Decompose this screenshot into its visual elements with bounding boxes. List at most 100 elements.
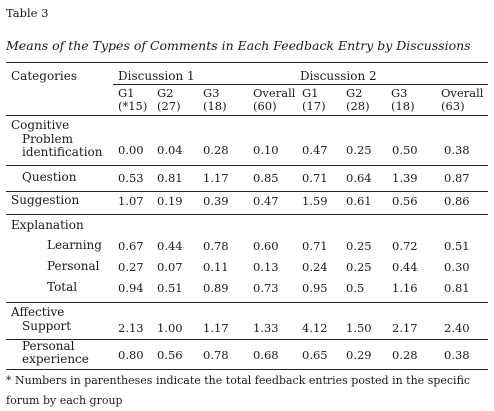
table-cell: 0.5 [346,281,365,295]
table-cell: 1.59 [302,194,328,208]
row-label: Problem identification [22,133,103,159]
header-bottom-rule [6,115,488,116]
row-label: Explanation [11,219,84,232]
table-cell: 0.04 [157,143,183,157]
table-cell: 1.00 [157,321,183,335]
column-subheader-line: (*15) [118,99,148,113]
table-cell: 1.07 [118,194,144,208]
column-subheader-line: G3 [203,86,220,100]
column-subheader-line: G2 [157,86,174,100]
table-cell: 2.13 [118,321,144,335]
table-cell: 0.27 [118,260,144,274]
section-cognitive: Cognitive [11,118,70,132]
top-rule [6,62,488,63]
table-cell: 0.71 [302,171,328,185]
column-subheader-line: (63) [441,99,465,113]
table-cell: 0.81 [157,171,183,185]
table-cell: 0.68 [253,348,279,362]
table-cell: 0.60 [253,239,279,253]
categories-header: Categories [11,69,77,83]
row-rule-1 [6,165,488,166]
table-cell: 0.53 [118,171,144,185]
table-cell: 0.29 [346,348,372,362]
column-subheader-line: G3 [391,86,408,100]
column-subheader-line: Overall [441,86,484,100]
column-subheader: G2 (27) [157,87,181,113]
table-cell: 0.61 [346,194,372,208]
table-cell: 0.13 [253,260,279,274]
table-cell: 0.71 [302,239,328,253]
column-subheader-line: (28) [346,99,370,113]
discussion1-header: Discussion 1 [118,69,195,83]
table-cell: 0.11 [203,260,229,274]
table-cell: 1.17 [203,321,229,335]
column-subheader-line: G1 [118,86,135,100]
table-footnote: * Numbers in parentheses indicate the to… [6,374,471,407]
table-cell: 4.12 [302,321,328,335]
table-number: Table 3 [6,6,49,20]
discussion2-header: Discussion 2 [300,69,377,83]
table-cell: 1.17 [203,171,229,185]
table-cell: 0.38 [444,348,470,362]
table-cell: 0.25 [346,143,372,157]
table-cell: 0.89 [203,281,229,295]
table-cell: 0.94 [118,281,144,295]
column-subheader-line: (18) [391,99,415,113]
row-label-line: experience [22,352,89,366]
row-label-line: Question [22,170,77,184]
table-cell: 2.17 [392,321,418,335]
table-cell: 0.85 [253,171,279,185]
table-cell: 0.25 [346,260,372,274]
column-subheader: G1 (17) [302,87,326,113]
table-cell: 1.16 [392,281,418,295]
column-subheader-line: Overall [253,86,296,100]
column-subheader-line: (27) [157,99,181,113]
row-rule-3 [6,214,488,215]
table-cell: 0.28 [203,143,229,157]
row-label-line: Personal [22,339,75,353]
table-cell: 1.33 [253,321,279,335]
table-cell: 0.24 [302,260,328,274]
table-cell: 0.47 [302,143,328,157]
table-cell: 0.86 [444,194,470,208]
table-cell: 0.25 [346,239,372,253]
row-rule-2 [6,191,488,192]
column-subheader-line: (18) [203,99,227,113]
table-cell: 0.39 [203,194,229,208]
row-label-line: Problem [22,132,74,146]
row-label-line: Total [47,280,78,294]
row-label: Question [22,171,76,184]
table-cell: 0.56 [157,348,183,362]
column-subheader: Overall (60) [253,87,295,113]
column-subheader: Overall (63) [441,87,483,113]
table-cell: 1.50 [346,321,372,335]
column-subheader-line: (17) [302,99,326,113]
column-subheader: G3 (18) [391,87,415,113]
column-subheader: G1 (*15) [118,87,147,113]
table-cell: 0.87 [444,171,470,185]
table-cell: 2.40 [444,321,470,335]
row-label: Suggestion [11,194,79,207]
table-cell: 0.65 [302,348,328,362]
column-subheader-line: G2 [346,86,363,100]
table-cell: 0.67 [118,239,144,253]
table-cell: 0.51 [444,239,470,253]
table-cell: 0.80 [118,348,144,362]
row-label-line: Support [22,319,72,333]
table-cell: 0.78 [203,348,229,362]
column-subheader-line: (60) [253,99,277,113]
row-label-line: Learning [47,238,102,252]
section-affective: Affective [11,305,65,319]
row-rule-5 [6,339,488,340]
column-subheader-line: G1 [302,86,319,100]
row-label-line: Suggestion [11,193,80,207]
table-cell: 0.50 [392,143,418,157]
row-label: Personal [47,260,99,273]
row-label: Personal experience [22,340,89,366]
row-label-line: Personal [47,259,100,273]
table-caption: Means of the Types of Comments in Each F… [6,38,471,53]
table-cell: 0.07 [157,260,183,274]
table-cell: 0.56 [392,194,418,208]
table-cell: 0.81 [444,281,470,295]
table-cell: 0.64 [346,171,372,185]
